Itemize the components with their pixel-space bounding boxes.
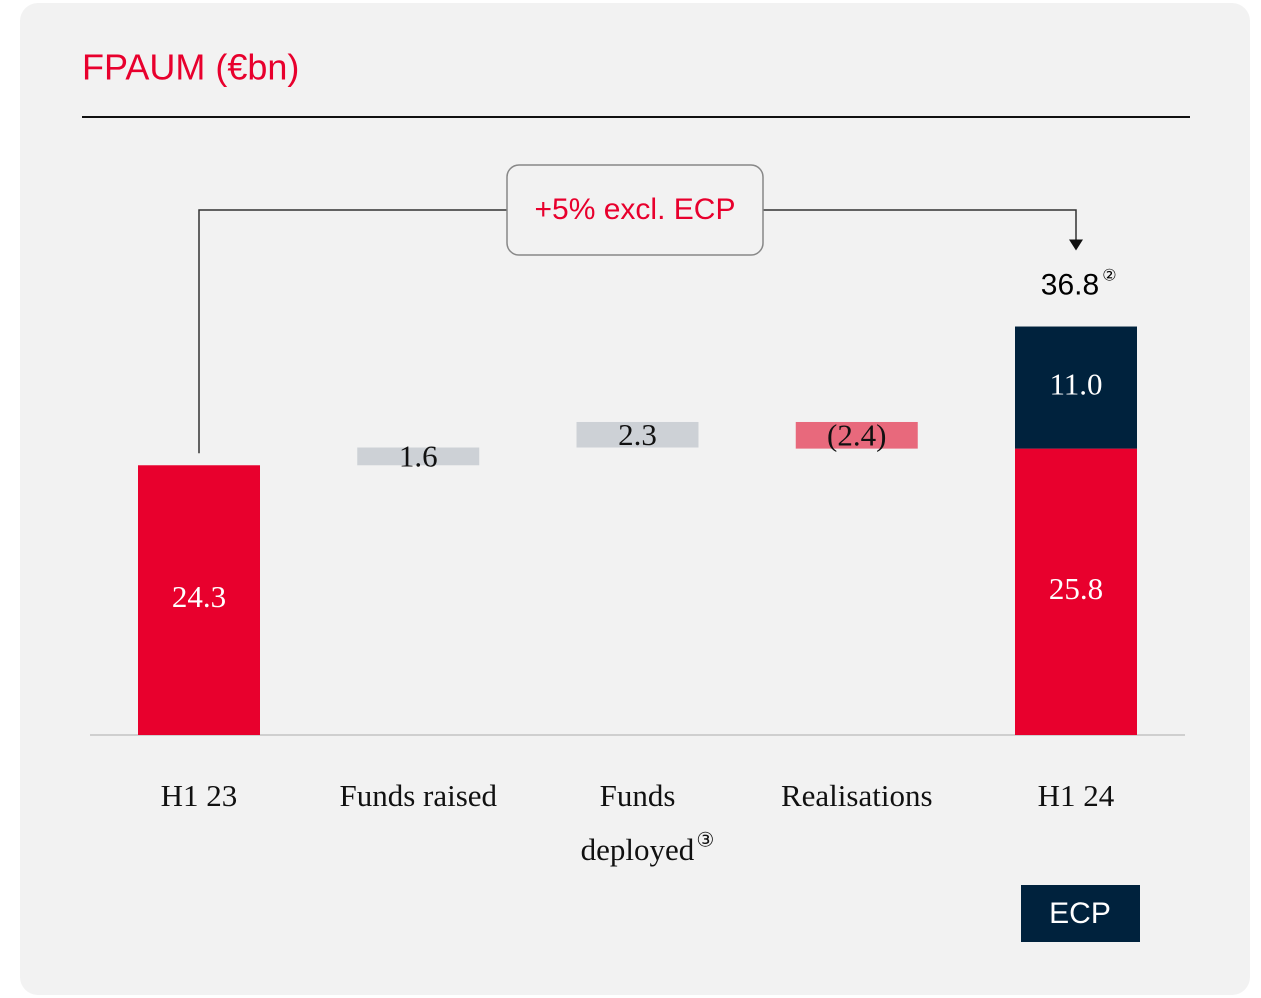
- x-tick-label: Funds raised: [339, 778, 497, 813]
- x-tick-label: H1 23: [161, 778, 238, 813]
- x-tick-label: Funds: [600, 778, 676, 813]
- value-label: 24.3: [172, 579, 226, 614]
- value-label: 2.3: [618, 417, 657, 452]
- card: [20, 3, 1250, 995]
- stack-segment: [1015, 326, 1137, 449]
- x-tick-label: H1 24: [1038, 778, 1115, 813]
- bar: [357, 447, 480, 466]
- segment-label: 11.0: [1049, 367, 1102, 402]
- annotation: +5% excl. ECP: [535, 193, 736, 226]
- footnote: ③: [696, 829, 714, 851]
- legend-swatch: [1021, 885, 1140, 942]
- footnote: ②: [1102, 268, 1116, 285]
- x-tick-label: Realisations: [781, 778, 933, 813]
- segment-label: 25.8: [1049, 571, 1103, 606]
- annotation-box: [506, 164, 764, 256]
- arrow-head: [1069, 239, 1083, 251]
- legend-label: ECP: [1049, 897, 1111, 930]
- bar: [576, 421, 699, 448]
- chart-title: FPAUM (€bn): [82, 47, 299, 88]
- bar: [138, 465, 260, 735]
- value-label: 1.6: [399, 438, 438, 473]
- bar: [795, 421, 918, 449]
- value-label: (2.4): [827, 417, 886, 452]
- stack-segment: [1015, 448, 1137, 735]
- total-label: 36.8: [1041, 268, 1099, 301]
- x-tick-label: deployed: [581, 832, 695, 867]
